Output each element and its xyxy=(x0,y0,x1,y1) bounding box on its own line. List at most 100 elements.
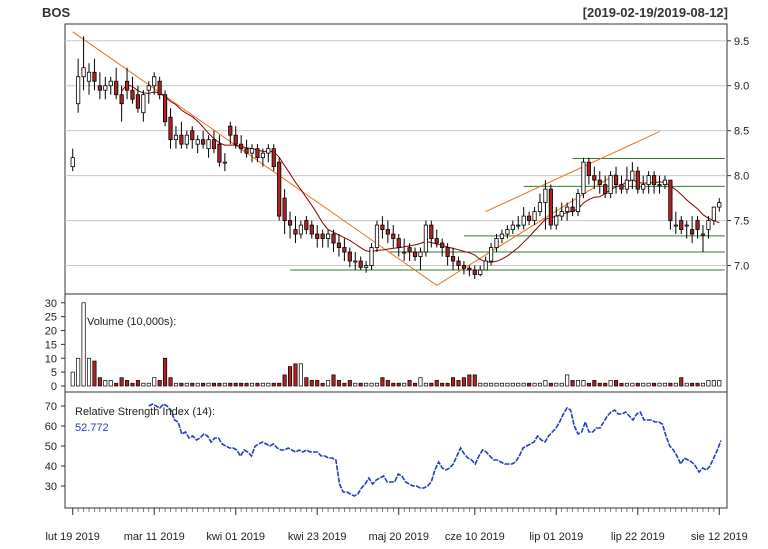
volume-bar xyxy=(282,374,287,387)
volume-bar xyxy=(657,382,662,387)
candle-body xyxy=(412,251,418,257)
candle-body xyxy=(700,233,706,236)
rsi-tick-label: 30 xyxy=(45,481,57,493)
rsi-tick-label: 50 xyxy=(45,441,57,453)
x-tick-label: maj 20 2019 xyxy=(368,531,429,543)
candle-body xyxy=(103,85,108,91)
volume-bar xyxy=(396,382,401,387)
candle-body xyxy=(282,197,287,221)
candle-body xyxy=(673,224,678,227)
candle-body xyxy=(92,71,97,82)
volume-bar xyxy=(423,382,428,387)
volume-bar xyxy=(624,382,629,387)
candle-body xyxy=(450,256,456,262)
candle-body xyxy=(532,211,537,221)
candle-body xyxy=(483,260,488,271)
candle-body xyxy=(690,229,695,235)
volume-bar xyxy=(125,380,130,387)
candle-body xyxy=(494,238,499,248)
candle-body xyxy=(651,175,657,186)
candle-body xyxy=(418,251,423,257)
volume-bar xyxy=(103,380,108,387)
candle-body xyxy=(559,211,564,217)
volume-bar xyxy=(581,380,586,387)
volume-bar xyxy=(86,357,92,387)
volume-bar xyxy=(353,382,358,387)
volume-bar xyxy=(630,382,635,387)
candle-body xyxy=(586,161,591,177)
volume-bar xyxy=(592,380,597,387)
candle-body xyxy=(641,184,646,190)
price-tick-label: 8.5 xyxy=(734,126,749,138)
volume-bar xyxy=(326,380,331,387)
candle-body xyxy=(76,76,81,105)
volume-bar xyxy=(146,382,151,387)
volume-bar xyxy=(570,380,575,387)
candle-body xyxy=(353,260,358,263)
rsi-line xyxy=(148,402,722,497)
candle-body xyxy=(619,184,624,190)
volume-bar xyxy=(472,374,477,387)
candle-body xyxy=(537,202,543,212)
candle-body xyxy=(461,265,467,269)
volume-bar xyxy=(206,382,211,387)
volume-bar xyxy=(456,380,461,387)
volume-bar xyxy=(445,382,450,387)
volume-bar xyxy=(260,382,265,387)
candle-body xyxy=(271,148,276,168)
candle-body xyxy=(108,80,113,87)
candle-body xyxy=(358,260,363,268)
volume-bar xyxy=(249,382,255,387)
candle-body xyxy=(679,220,684,230)
volume-bar xyxy=(385,380,390,387)
volume-bar xyxy=(130,382,135,387)
volume-bar xyxy=(614,380,619,387)
candle-body xyxy=(228,125,233,136)
candle-body xyxy=(488,247,494,262)
volume-bar xyxy=(668,382,673,387)
candle-body xyxy=(347,251,352,262)
volume-tick-label: 20 xyxy=(45,326,57,338)
volume-bar xyxy=(228,382,233,387)
volume-bar xyxy=(163,357,168,387)
candle-body xyxy=(152,76,157,87)
rsi-panel xyxy=(64,391,728,509)
candle-body xyxy=(293,229,298,235)
candle-body xyxy=(195,139,200,145)
price-tick-label: 9.5 xyxy=(734,36,749,48)
volume-bar xyxy=(494,382,499,387)
volume-bar xyxy=(108,380,113,387)
volume-bar xyxy=(374,382,380,387)
candle-body xyxy=(407,247,412,253)
volume-bar xyxy=(690,382,695,387)
candle-body xyxy=(478,269,483,275)
volume-bar xyxy=(679,377,684,387)
trendline xyxy=(436,173,617,286)
volume-bar xyxy=(239,382,244,387)
x-tick-label: sie 12 2019 xyxy=(691,531,748,543)
candle-body xyxy=(97,85,102,91)
candle-body xyxy=(141,94,146,114)
candle-body xyxy=(266,148,271,154)
candle-body xyxy=(380,224,385,230)
candle-body xyxy=(527,215,532,221)
trendline xyxy=(485,131,660,213)
volume-bar xyxy=(434,380,439,387)
volume-bar xyxy=(402,382,407,387)
volume-bar xyxy=(331,374,336,387)
x-tick-label: lut 19 2019 xyxy=(45,531,99,543)
volume-bar xyxy=(201,382,206,387)
volume-tick-label: 15 xyxy=(45,339,57,351)
candle-body xyxy=(255,148,260,159)
price-tick-label: 7.0 xyxy=(734,261,749,273)
volume-bar xyxy=(521,382,526,387)
volume-bar xyxy=(711,380,716,387)
candle-body xyxy=(548,188,553,226)
volume-bar xyxy=(440,382,445,387)
candle-body xyxy=(613,175,619,186)
volume-bar xyxy=(233,382,238,387)
volume-bar xyxy=(483,382,488,387)
candle-body xyxy=(244,148,249,154)
volume-bar xyxy=(190,382,195,387)
candle-body xyxy=(385,229,390,235)
